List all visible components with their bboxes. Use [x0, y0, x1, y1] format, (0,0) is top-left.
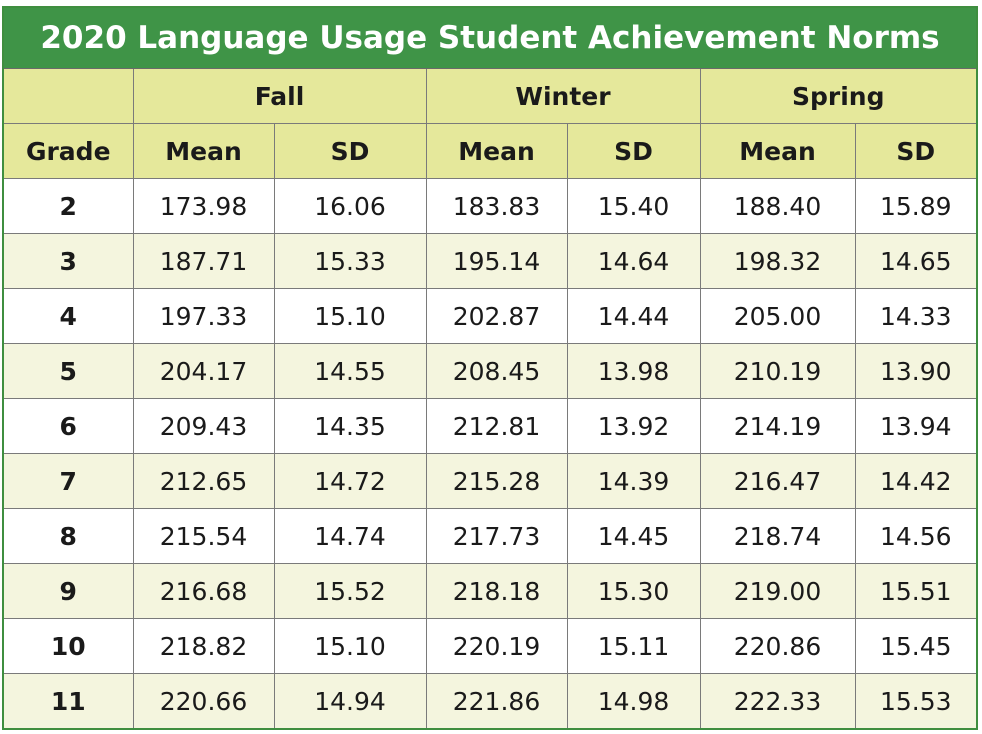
winter-sd-cell: 15.40 — [566, 178, 701, 234]
fall-sd-cell: 15.33 — [273, 233, 427, 289]
column-header-fall-sd: SD — [273, 123, 427, 179]
table-row: 7 212.65 14.72 215.28 14.39 216.47 14.42 — [4, 453, 976, 509]
spring-mean-cell: 214.19 — [699, 398, 856, 454]
grade-cell: 11 — [4, 673, 134, 728]
fall-mean-cell: 209.43 — [132, 398, 275, 454]
column-header-row: Grade Mean SD Mean SD Mean SD — [4, 123, 976, 179]
grade-cell: 6 — [4, 398, 134, 454]
spring-mean-cell: 188.40 — [699, 178, 856, 234]
winter-mean-cell: 183.83 — [425, 178, 568, 234]
spring-sd-cell: 15.45 — [854, 618, 976, 674]
spring-mean-cell: 220.86 — [699, 618, 856, 674]
column-header-spring-mean: Mean — [699, 123, 856, 179]
fall-mean-cell: 173.98 — [132, 178, 275, 234]
spring-sd-cell: 15.51 — [854, 563, 976, 619]
spring-mean-cell: 205.00 — [699, 288, 856, 344]
spring-mean-cell: 219.00 — [699, 563, 856, 619]
spring-sd-cell: 14.42 — [854, 453, 976, 509]
table-body: 2 173.98 16.06 183.83 15.40 188.40 15.89 3 187.7… — [4, 178, 976, 728]
grade-cell: 3 — [4, 233, 134, 289]
spring-mean-cell: 216.47 — [699, 453, 856, 509]
table-row: 3 187.71 15.33 195.14 14.64 198.32 14.65 — [4, 233, 976, 289]
table-row: 10 218.82 15.10 220.19 15.11 220.86 15.45 — [4, 618, 976, 674]
table-row: 8 215.54 14.74 217.73 14.45 218.74 14.56 — [4, 508, 976, 564]
winter-mean-cell: 212.81 — [425, 398, 568, 454]
grade-cell: 7 — [4, 453, 134, 509]
fall-sd-cell: 14.74 — [273, 508, 427, 564]
winter-mean-cell: 218.18 — [425, 563, 568, 619]
fall-sd-cell: 15.52 — [273, 563, 427, 619]
spring-sd-cell: 14.65 — [854, 233, 976, 289]
season-header-fall: Fall — [132, 69, 427, 124]
table-row: 5 204.17 14.55 208.45 13.98 210.19 13.90 — [4, 343, 976, 399]
fall-sd-cell: 14.35 — [273, 398, 427, 454]
spring-sd-cell: 15.89 — [854, 178, 976, 234]
winter-sd-cell: 14.39 — [566, 453, 701, 509]
winter-mean-cell: 202.87 — [425, 288, 568, 344]
table-title: 2020 Language Usage Student Achievement … — [4, 8, 976, 69]
spring-sd-cell: 13.94 — [854, 398, 976, 454]
grade-cell: 8 — [4, 508, 134, 564]
winter-sd-cell: 14.44 — [566, 288, 701, 344]
winter-mean-cell: 220.19 — [425, 618, 568, 674]
fall-mean-cell: 187.71 — [132, 233, 275, 289]
column-header-grade: Grade — [4, 123, 134, 179]
winter-sd-cell: 14.45 — [566, 508, 701, 564]
table-row: 4 197.33 15.10 202.87 14.44 205.00 14.33 — [4, 288, 976, 344]
grade-cell: 5 — [4, 343, 134, 399]
fall-mean-cell: 218.82 — [132, 618, 275, 674]
winter-mean-cell: 195.14 — [425, 233, 568, 289]
column-header-winter-mean: Mean — [425, 123, 568, 179]
spring-sd-cell: 14.56 — [854, 508, 976, 564]
spring-sd-cell: 15.53 — [854, 673, 976, 728]
spring-mean-cell: 218.74 — [699, 508, 856, 564]
season-header-winter: Winter — [425, 69, 701, 124]
norms-table-frame: 2020 Language Usage Student Achievement … — [2, 6, 978, 730]
column-header-winter-sd: SD — [566, 123, 701, 179]
winter-sd-cell: 13.98 — [566, 343, 701, 399]
spring-sd-cell: 14.33 — [854, 288, 976, 344]
fall-mean-cell: 216.68 — [132, 563, 275, 619]
fall-sd-cell: 16.06 — [273, 178, 427, 234]
winter-mean-cell: 217.73 — [425, 508, 568, 564]
norms-table: Fall Winter Spring Grade Mean SD Mean SD Mean… — [4, 69, 976, 728]
spring-sd-cell: 13.90 — [854, 343, 976, 399]
winter-sd-cell: 15.11 — [566, 618, 701, 674]
table-row: 6 209.43 14.35 212.81 13.92 214.19 13.94 — [4, 398, 976, 454]
spring-mean-cell: 222.33 — [699, 673, 856, 728]
season-header-row: Fall Winter Spring — [4, 69, 976, 124]
column-header-fall-mean: Mean — [132, 123, 275, 179]
fall-mean-cell: 212.65 — [132, 453, 275, 509]
column-header-spring-sd: SD — [854, 123, 976, 179]
winter-mean-cell: 215.28 — [425, 453, 568, 509]
winter-sd-cell: 15.30 — [566, 563, 701, 619]
winter-mean-cell: 221.86 — [425, 673, 568, 728]
grade-cell: 2 — [4, 178, 134, 234]
corner-cell — [4, 69, 134, 124]
fall-mean-cell: 215.54 — [132, 508, 275, 564]
winter-mean-cell: 208.45 — [425, 343, 568, 399]
fall-sd-cell: 14.94 — [273, 673, 427, 728]
table-row: 9 216.68 15.52 218.18 15.30 219.00 15.51 — [4, 563, 976, 619]
winter-sd-cell: 14.64 — [566, 233, 701, 289]
season-header-spring: Spring — [699, 69, 976, 124]
winter-sd-cell: 14.98 — [566, 673, 701, 728]
fall-mean-cell: 204.17 — [132, 343, 275, 399]
fall-mean-cell: 197.33 — [132, 288, 275, 344]
fall-sd-cell: 14.55 — [273, 343, 427, 399]
fall-sd-cell: 15.10 — [273, 618, 427, 674]
spring-mean-cell: 210.19 — [699, 343, 856, 399]
grade-cell: 10 — [4, 618, 134, 674]
grade-cell: 4 — [4, 288, 134, 344]
fall-sd-cell: 15.10 — [273, 288, 427, 344]
fall-sd-cell: 14.72 — [273, 453, 427, 509]
fall-mean-cell: 220.66 — [132, 673, 275, 728]
winter-sd-cell: 13.92 — [566, 398, 701, 454]
table-row: 11 220.66 14.94 221.86 14.98 222.33 15.53 — [4, 673, 976, 728]
spring-mean-cell: 198.32 — [699, 233, 856, 289]
table-row: 2 173.98 16.06 183.83 15.40 188.40 15.89 — [4, 178, 976, 234]
grade-cell: 9 — [4, 563, 134, 619]
